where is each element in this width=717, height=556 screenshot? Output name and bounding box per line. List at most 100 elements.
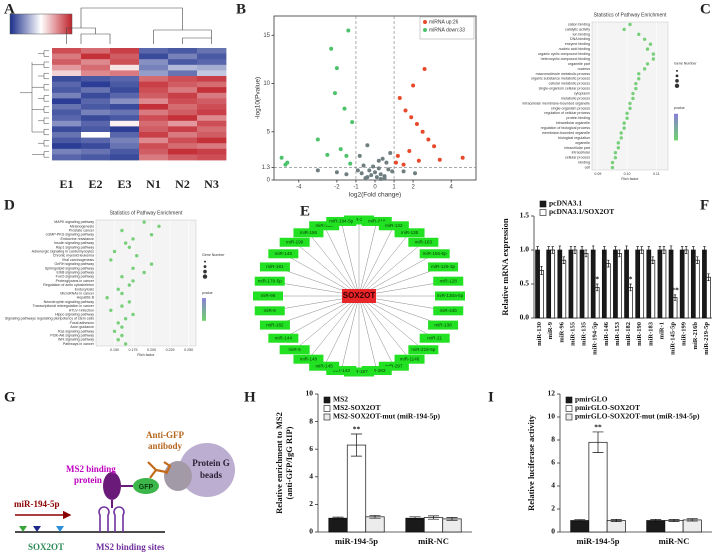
heatmap-cell (81, 148, 111, 155)
node-label: miR-138 (434, 322, 452, 327)
dot (120, 275, 124, 279)
heatmap-cell (197, 104, 227, 110)
error-bar (650, 519, 662, 522)
ms2-hairpin (113, 506, 125, 532)
node (361, 216, 392, 226)
node (344, 367, 374, 377)
point (348, 161, 353, 166)
dot (127, 283, 132, 287)
node-label: miR-135 (401, 230, 419, 235)
dot (610, 160, 615, 165)
legend-swatch (565, 405, 573, 412)
error-bar (369, 515, 381, 519)
heatmap-cell (52, 148, 82, 155)
term-label: Regulation of actin cytoskeleton (43, 283, 94, 287)
legend-swatch (565, 396, 573, 404)
bar-chart: 0 2 4 6 8 10 12 ** miR-194-5p miR-NC Relative luci… (526, 389, 712, 546)
term-label: Transcriptional misregulation in cancer (33, 304, 95, 308)
y-tick-label: 1.5 (520, 211, 530, 220)
term-label: Melanogenesis (70, 224, 94, 228)
node (293, 354, 324, 364)
column-label: N2 (175, 177, 190, 191)
term-label: Insulin signaling pathway (54, 241, 94, 245)
dot (625, 111, 629, 115)
bar (702, 249, 707, 319)
node-label: miR-128 (440, 278, 458, 283)
dot (123, 317, 128, 321)
node (254, 306, 285, 316)
term-label: Proteoglycans in cancer (56, 279, 95, 283)
heatmap-cell (168, 59, 198, 66)
heatmap-cell (81, 126, 111, 133)
x-tick-label: 2 (411, 185, 415, 191)
term-label: Endocrine resistance (60, 237, 94, 241)
heatmap-cell (197, 143, 227, 150)
node (326, 366, 357, 376)
term-label: FoxO signaling pathway (56, 275, 95, 279)
x-tick-label: miR-190 (636, 322, 643, 346)
heatmap-cell (168, 120, 198, 127)
dot (625, 116, 629, 120)
node-label: miR-9 (264, 308, 277, 313)
heatmap-cell (110, 132, 140, 138)
bar (583, 253, 589, 319)
dot (645, 62, 650, 66)
node-label: miR-155-5p (423, 251, 447, 256)
heatmap-cell (81, 104, 111, 110)
dot (120, 325, 124, 329)
error-bar (547, 246, 550, 254)
node (279, 237, 310, 247)
term-label: organelle part (568, 62, 590, 66)
node (419, 249, 450, 259)
heatmap-cell (139, 87, 169, 94)
error-bar (562, 256, 566, 264)
point (407, 149, 412, 154)
heatmap-cell (52, 132, 82, 138)
node-label: miR-200 (350, 217, 368, 222)
bar (706, 276, 711, 319)
node (419, 333, 450, 343)
y-tick-label: 0.5 (520, 279, 530, 288)
node-label: miR-144 (275, 335, 293, 340)
edge (358, 242, 424, 297)
term-label: DNA binding (570, 37, 590, 41)
bar (650, 259, 656, 319)
heatmap-cell (197, 59, 227, 66)
dot (613, 151, 618, 155)
x-tick-label: miR-194-5p (577, 536, 620, 546)
heatmap-cell (197, 48, 227, 54)
x-axis-label: log2(Fold change) (349, 192, 401, 199)
bar (601, 249, 607, 319)
error-bar (540, 265, 543, 275)
point (334, 66, 339, 71)
heatmap-cell (110, 92, 140, 99)
dot (123, 241, 128, 245)
error-bar (551, 246, 554, 254)
term-label: Prostate cancer (69, 228, 95, 232)
x-tick-label: 0.250 (184, 348, 193, 352)
y-axis-label: Relative enrichment to MS2 (274, 412, 284, 514)
heatmap-cell (110, 70, 140, 77)
dot (637, 77, 641, 81)
heatmap-cell (52, 126, 82, 133)
bar (624, 249, 629, 319)
node (435, 291, 465, 301)
dot (619, 131, 623, 135)
point (369, 173, 374, 178)
bar (568, 249, 574, 319)
heatmap-cell (110, 64, 140, 71)
point (413, 171, 418, 176)
size-legend-dot (203, 269, 207, 274)
heatmap-cell (197, 81, 227, 88)
point (350, 120, 355, 125)
heatmap-cell (81, 132, 111, 138)
legend-label: miRNA up:26 (429, 19, 459, 25)
node (259, 262, 290, 272)
heatmap-cell (52, 87, 82, 94)
significance-label: * (629, 275, 633, 284)
error-bar (350, 433, 363, 457)
size-legend-dot (674, 83, 680, 89)
heatmap-cell (139, 120, 169, 127)
dot (120, 228, 124, 233)
